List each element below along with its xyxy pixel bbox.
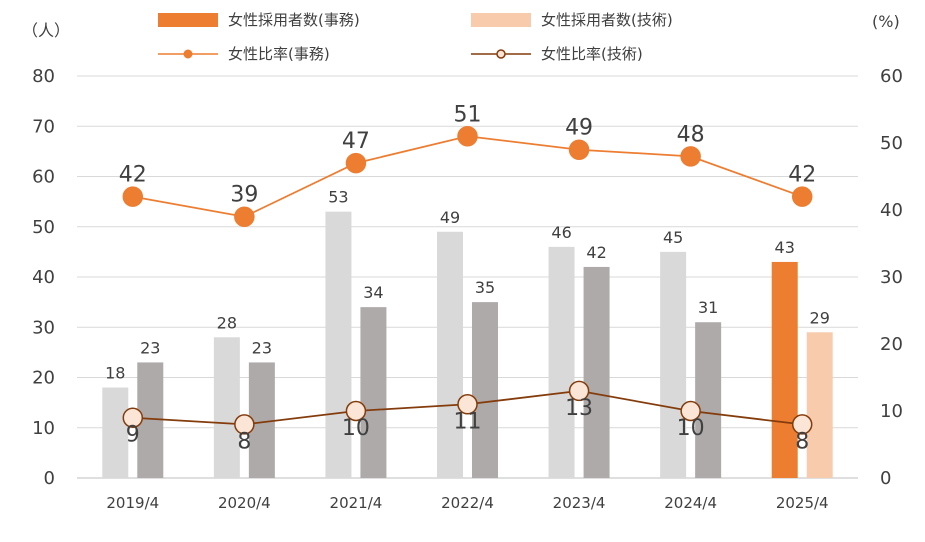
point-value-label: 48 [677, 122, 705, 147]
line-point [680, 146, 701, 167]
point-value-label: 8 [795, 429, 809, 454]
line-point [345, 152, 367, 174]
gridlines [77, 75, 858, 479]
point-value-label: 10 [677, 416, 705, 441]
line-series: 42 39 47 51 49 48 42 9 8 10 11 13 10 8 [119, 102, 816, 454]
line-point [680, 400, 701, 422]
right-axis-tick-label: 10 [880, 401, 903, 422]
right-axis: (%) 0 10 20 30 40 50 60 [872, 12, 903, 489]
line-point [457, 126, 478, 147]
bar [213, 337, 240, 478]
bar-value-label: 23 [252, 338, 272, 357]
bar-value-label: 29 [810, 308, 830, 327]
line-point [791, 186, 813, 207]
bar [806, 332, 833, 478]
x-axis-tick-label: 2020/4 [218, 494, 271, 512]
left-axis-tick-label: 70 [32, 116, 55, 137]
bar-value-label: 45 [663, 228, 683, 247]
x-axis-tick-label: 2021/4 [330, 494, 383, 512]
point-value-label: 10 [342, 416, 370, 441]
bar [548, 246, 575, 478]
left-axis-tick-label: 0 [44, 468, 55, 489]
x-axis-tick-label: 2023/4 [553, 494, 606, 512]
line-point [457, 394, 478, 415]
bar-value-label: 43 [775, 238, 795, 257]
line-point [345, 400, 367, 422]
legend-swatch-bar-technical [471, 13, 531, 27]
point-value-label: 8 [237, 429, 251, 454]
legend: 女性採用者数(事務) 女性採用者数(技術) 女性比率(事務) 女性比率(技術) [158, 11, 673, 63]
bar [472, 302, 498, 478]
line-point [122, 407, 144, 428]
bar-value-label: 46 [551, 223, 571, 242]
line-point [568, 380, 590, 402]
point-value-label: 49 [565, 116, 593, 141]
line-point [234, 206, 255, 227]
right-axis-tick-label: 60 [880, 66, 903, 87]
right-axis-tick-label: 30 [880, 267, 903, 288]
point-value-label: 51 [454, 102, 482, 127]
right-axis-tick-label: 0 [880, 468, 891, 489]
legend-marker-office [183, 49, 193, 59]
point-value-label: 9 [126, 423, 140, 448]
bar-value-label: 34 [363, 283, 383, 302]
left-axis-tick-label: 20 [32, 368, 55, 389]
point-value-label: 42 [788, 163, 816, 188]
x-axis: 2019/4 2020/4 2021/4 2022/4 2023/4 2024/4 2025… [106, 494, 828, 512]
legend-swatch-bar-office [158, 13, 218, 27]
line-point [568, 139, 590, 160]
left-axis-unit: （人） [22, 21, 70, 40]
left-axis-tick-label: 50 [32, 217, 55, 238]
point-value-label: 11 [454, 409, 482, 434]
x-axis-tick-label: 2025/4 [776, 494, 829, 512]
right-axis-tick-label: 50 [880, 133, 903, 154]
bar [102, 387, 129, 478]
left-axis-tick-label: 80 [32, 66, 55, 87]
legend-label-bar-office: 女性採用者数(事務) [228, 11, 360, 29]
bar-value-label: 42 [586, 243, 606, 262]
bar [437, 231, 463, 478]
point-value-label: 42 [119, 163, 147, 188]
bar-value-label: 28 [217, 313, 237, 332]
point-value-label: 13 [565, 396, 593, 421]
point-value-label: 47 [342, 129, 370, 154]
bar-value-label: 31 [698, 298, 718, 317]
left-axis-tick-label: 60 [32, 167, 55, 188]
bar-value-label: 53 [328, 188, 348, 207]
x-axis-tick-label: 2024/4 [664, 494, 717, 512]
bar-value-label: 49 [440, 208, 460, 227]
left-axis: （人） 0 10 20 30 40 50 60 70 80 [22, 21, 70, 489]
right-axis-tick-label: 20 [880, 334, 903, 355]
left-axis-tick-label: 10 [32, 418, 55, 439]
x-axis-tick-label: 2019/4 [106, 494, 159, 512]
legend-label-line-office: 女性比率(事務) [228, 45, 330, 63]
x-axis-tick-label: 2022/4 [441, 494, 494, 512]
bar-value-label: 18 [105, 364, 125, 383]
bar [583, 266, 610, 478]
bar [771, 261, 798, 478]
line-point [234, 414, 255, 435]
bar [695, 322, 722, 478]
left-axis-tick-label: 40 [32, 267, 55, 288]
bar [660, 251, 687, 478]
bar-series: 18 28 53 49 46 45 43 23 23 34 35 42 31 29 [102, 188, 833, 479]
bar [360, 307, 387, 478]
right-axis-unit: (%) [872, 12, 900, 31]
bar-value-label: 35 [475, 278, 495, 297]
bar [325, 211, 352, 479]
line-point [122, 186, 144, 207]
bar-value-label: 23 [140, 338, 160, 357]
legend-marker-technical [496, 49, 506, 59]
left-axis-tick-label: 30 [32, 317, 55, 338]
line-point [791, 414, 813, 435]
legend-label-line-technical: 女性比率(技術) [541, 45, 643, 63]
legend-label-bar-technical: 女性採用者数(技術) [541, 11, 673, 29]
point-value-label: 39 [230, 183, 258, 208]
right-axis-tick-label: 40 [880, 200, 903, 221]
